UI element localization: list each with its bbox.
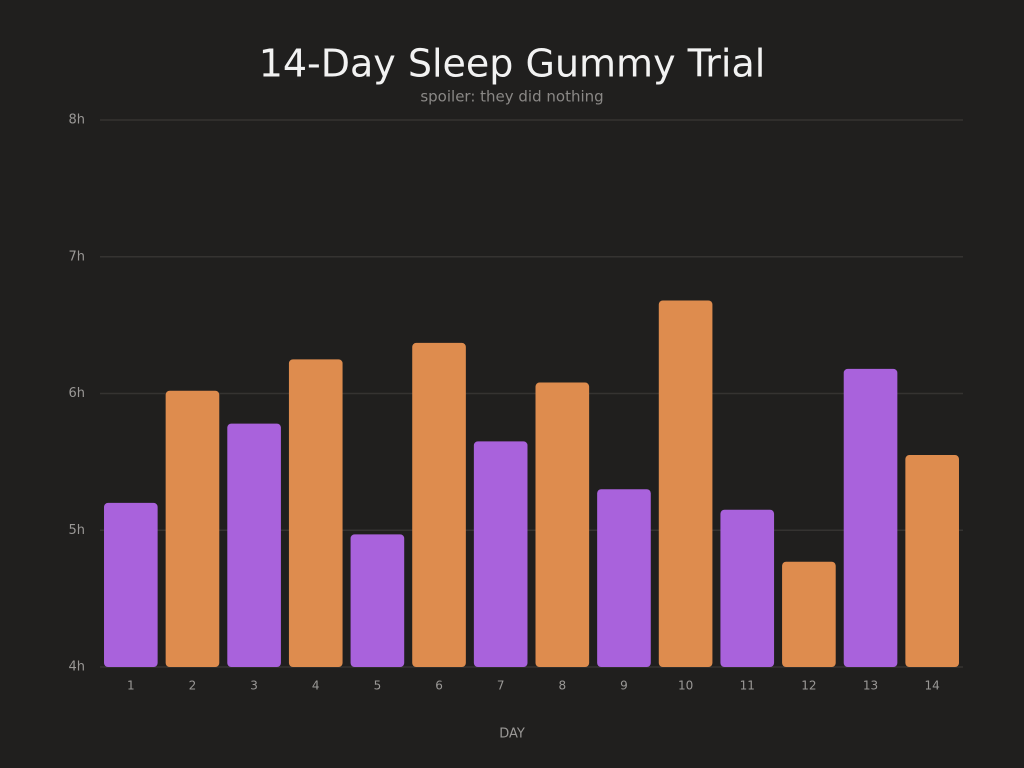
chart-subtitle: spoiler: they did nothing [420, 88, 603, 106]
x-tick-label: 9 [620, 679, 628, 693]
x-tick-label: 7 [497, 679, 505, 693]
y-tick-label: 5h [68, 523, 85, 538]
y-tick-label: 8h [68, 113, 85, 128]
x-tick-label: 2 [189, 679, 197, 693]
bar [165, 390, 220, 667]
bar [658, 300, 713, 667]
bar [782, 561, 836, 667]
x-tick-label: 5 [374, 679, 382, 693]
bar [905, 455, 959, 667]
bar [412, 342, 466, 667]
x-tick-label: 6 [435, 679, 443, 693]
bar [535, 382, 590, 667]
x-tick-label: 12 [801, 679, 816, 693]
x-tick-label: 14 [925, 679, 940, 693]
y-tick-label: 7h [68, 249, 85, 264]
x-tick-label: 11 [740, 679, 755, 693]
bar [597, 489, 651, 667]
bar [350, 534, 405, 667]
bar [288, 359, 343, 667]
bar [227, 423, 281, 667]
x-tick-label: 3 [250, 679, 258, 693]
bar [843, 368, 898, 667]
y-tick-label: 4h [68, 660, 85, 675]
x-tick-label: 4 [312, 679, 320, 693]
x-tick-label: 1 [127, 679, 135, 693]
bar [104, 502, 158, 667]
x-tick-label: 8 [559, 679, 567, 693]
x-tick-label: 13 [863, 679, 878, 693]
x-axis-label: DAY [499, 727, 525, 742]
bar [473, 441, 528, 667]
bar [720, 509, 775, 667]
y-tick-label: 6h [68, 386, 85, 401]
chart-title: 14-Day Sleep Gummy Trial [259, 42, 766, 86]
x-tick-label: 10 [678, 679, 693, 693]
